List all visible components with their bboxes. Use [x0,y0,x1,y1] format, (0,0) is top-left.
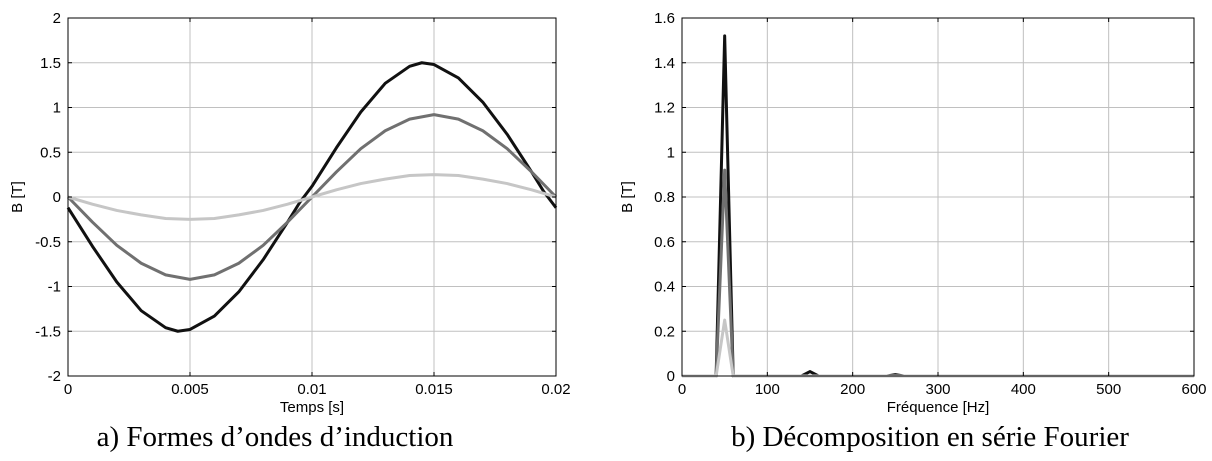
x-tick-label: 200 [840,381,865,398]
y-tick-label: 1.5 [40,55,61,72]
y-tick-label: -2 [48,368,61,385]
y-tick-label: -1.5 [35,323,61,340]
y-tick-label: 0.2 [654,323,675,340]
y-tick-label: 0.5 [40,144,61,161]
x-tick-label: 100 [755,381,780,398]
x-tick-label: 0.005 [171,381,209,398]
y-tick-label: 0 [667,368,675,385]
x-tick-label: 0.02 [541,381,570,398]
y-tick-label: 1 [53,100,61,117]
series-black-line [66,61,558,333]
x-tick-label: 400 [1011,381,1036,398]
x-tick-label: 500 [1096,381,1121,398]
y-tick-label: 2 [53,10,61,27]
caption-b: b) Décomposition en série Fourier [731,421,1129,453]
caption-a: a) Formes d’ondes d’induction [96,421,454,453]
x-tick-label: 0.015 [415,381,453,398]
x-tick-label: 600 [1181,381,1206,398]
y-axis-label: B [T] [9,181,26,213]
x-axis-label: Temps [s] [280,399,344,416]
y-tick-label: 0 [53,189,61,206]
y-tick-label: 0.8 [654,189,675,206]
y-tick-label: 1.2 [654,100,675,117]
x-axis-label: Fréquence [Hz] [887,399,990,416]
y-tick-label: -1 [48,279,61,296]
chart-a-induction-waveforms: 0 0.005 0.01 0.015 0.02 -2 -1.5 -1 -0.5 0 0.5 1 1.5 2… [9,10,571,416]
y-axis-label: B [T] [619,181,636,213]
y-tick-label: 1.6 [654,10,675,27]
x-tick-label: 0 [678,381,686,398]
chart-b-fourier-spectrum: 0 100 200 300 400 500 600 0 0.2 0.4 0.6 0.8 1 1.2 1.4 1… [619,10,1207,416]
y-tick-label: -0.5 [35,234,61,251]
x-tick-label: 0 [64,381,72,398]
x-tick-label: 300 [925,381,950,398]
y-tick-label: 0.6 [654,234,675,251]
series-lightgray-line [67,173,557,221]
x-tick-label: 0.01 [297,381,326,398]
y-tick-label: 1 [667,144,675,161]
y-tick-label: 1.4 [654,55,675,72]
y-tick-label: 0.4 [654,279,675,296]
